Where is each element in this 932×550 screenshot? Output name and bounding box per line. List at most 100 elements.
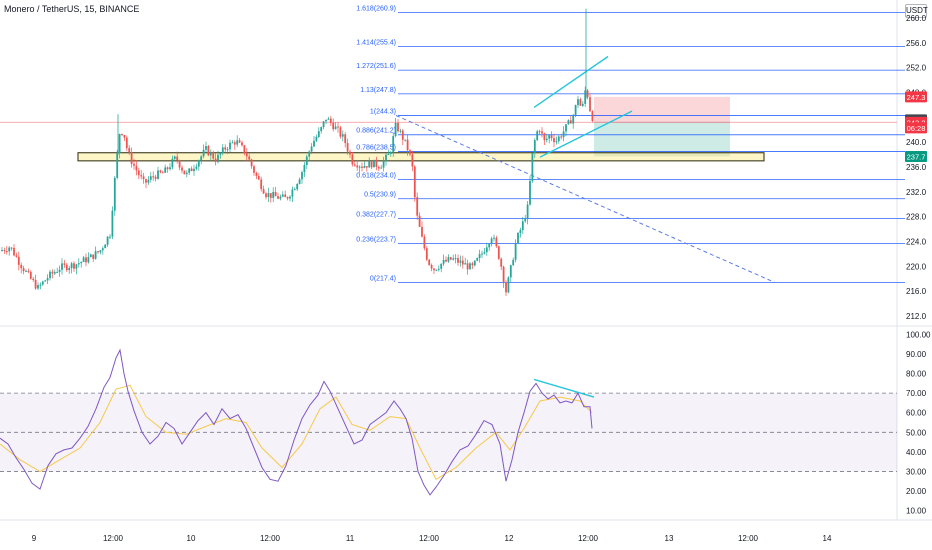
candle-body-41 (99, 250, 102, 253)
candle-body-0 (1, 250, 3, 252)
candle-body-26 (63, 263, 66, 265)
candle-body-118 (284, 194, 287, 198)
candle-body-11 (27, 270, 30, 272)
rsi-axis-tick-6: 40.00 (906, 448, 927, 457)
fib-level-label-0: 1.618(260.9) (356, 5, 396, 12)
candle-body-85 (205, 146, 207, 150)
candle-body-211 (507, 277, 510, 293)
candle-body-31 (75, 264, 78, 269)
candle-body-187 (449, 257, 452, 260)
candle-body-46 (111, 210, 114, 237)
candle-body-72 (173, 156, 176, 159)
candle-body-34 (82, 257, 85, 262)
candle-body-36 (87, 257, 90, 263)
candle-body-22 (53, 272, 56, 274)
candle-body-83 (200, 156, 203, 161)
candle-body-162 (389, 152, 392, 155)
candle-body-231 (555, 141, 558, 143)
candle-body-105 (253, 166, 255, 173)
candle-body-119 (286, 197, 289, 199)
candle-body-50 (121, 134, 123, 136)
time-axis-tick-7: 12:00 (578, 534, 599, 543)
candle-body-233 (560, 136, 563, 138)
candle-body-228 (548, 135, 551, 139)
candle-body-77 (185, 172, 188, 175)
candle-body-232 (557, 136, 560, 142)
candle-body-94 (226, 149, 229, 151)
candle-body-90 (217, 154, 219, 162)
candle-body-128 (308, 151, 311, 157)
candle-body-69 (166, 167, 169, 170)
candle-body-236 (567, 120, 570, 125)
trendline-0 (395, 115, 776, 283)
candle-body-142 (341, 134, 344, 137)
candle-body-23 (56, 271, 59, 273)
candle-body-157 (377, 166, 380, 169)
fib-level-label-6: 0.786(238.5) (356, 145, 396, 152)
rsi-axis-tick-3: 70.00 (906, 389, 927, 398)
candle-body-44 (106, 236, 109, 245)
candle-body-102 (245, 153, 248, 157)
candle-body-163 (392, 136, 395, 153)
candle-body-177 (425, 248, 428, 260)
candle-body-238 (572, 115, 575, 124)
rsi-divergence-line (533, 378, 595, 398)
candle-body-191 (459, 260, 462, 263)
candle-body-146 (351, 154, 354, 165)
candle-body-124 (298, 179, 301, 184)
candle-body-114 (274, 191, 277, 197)
candle-body-96 (231, 142, 234, 144)
candle-body-195 (469, 263, 471, 270)
candle-body-141 (339, 127, 342, 137)
candle-body-97 (233, 142, 236, 145)
candle-body-12 (29, 271, 32, 279)
candle-body-56 (135, 165, 138, 171)
candle-body-159 (382, 160, 385, 168)
candle-body-227 (545, 138, 548, 141)
candle-body-108 (260, 179, 263, 190)
candle-body-136 (327, 118, 330, 120)
candle-body-243 (584, 90, 587, 104)
candle-body-178 (428, 259, 431, 265)
fib-level-label-2: 1.272(251.6) (356, 63, 396, 70)
candle-body-203 (488, 243, 491, 248)
candle-body-123 (296, 183, 299, 190)
candle-body-207 (497, 246, 500, 259)
take-profit-zone (594, 122, 730, 157)
price-badge-4 (905, 150, 927, 162)
candle-body-209 (502, 266, 505, 283)
candle-body-82 (197, 160, 200, 167)
price-badge-3 (905, 122, 927, 134)
candle-body-91 (219, 153, 222, 155)
candle-body-168 (404, 139, 407, 141)
candle-body-206 (495, 237, 498, 247)
time-axis-tick-1: 12:00 (103, 534, 124, 543)
candle-body-201 (483, 252, 486, 254)
candle-body-99 (238, 140, 241, 143)
candle-body-74 (178, 160, 181, 168)
candle-body-18 (44, 280, 47, 282)
candle-body-220 (529, 180, 531, 205)
candle-body-121 (291, 189, 294, 197)
candle-body-101 (243, 145, 246, 154)
candle-body-221 (531, 153, 534, 181)
candle-body-16 (39, 284, 42, 286)
candle-body-237 (569, 120, 572, 124)
currency-selector[interactable]: USDT (905, 4, 928, 18)
candle-body-138 (332, 122, 335, 130)
fib-level-label-8: 0.5(230.9) (364, 192, 396, 199)
candle-body-17 (41, 281, 44, 285)
candle-body-68 (164, 167, 167, 173)
candle-body-52 (125, 137, 128, 149)
candle-body-226 (543, 133, 546, 141)
candle-body-153 (368, 161, 371, 168)
candle-body-100 (241, 142, 243, 146)
candle-body-7 (17, 256, 20, 265)
fib-level-label-11: 0(217.4) (370, 276, 396, 283)
candle-body-241 (579, 99, 582, 106)
candle-body-154 (370, 161, 373, 168)
candle-body-103 (248, 156, 251, 160)
candle-body-144 (346, 143, 349, 152)
time-axis-tick-5: 12:00 (419, 534, 440, 543)
